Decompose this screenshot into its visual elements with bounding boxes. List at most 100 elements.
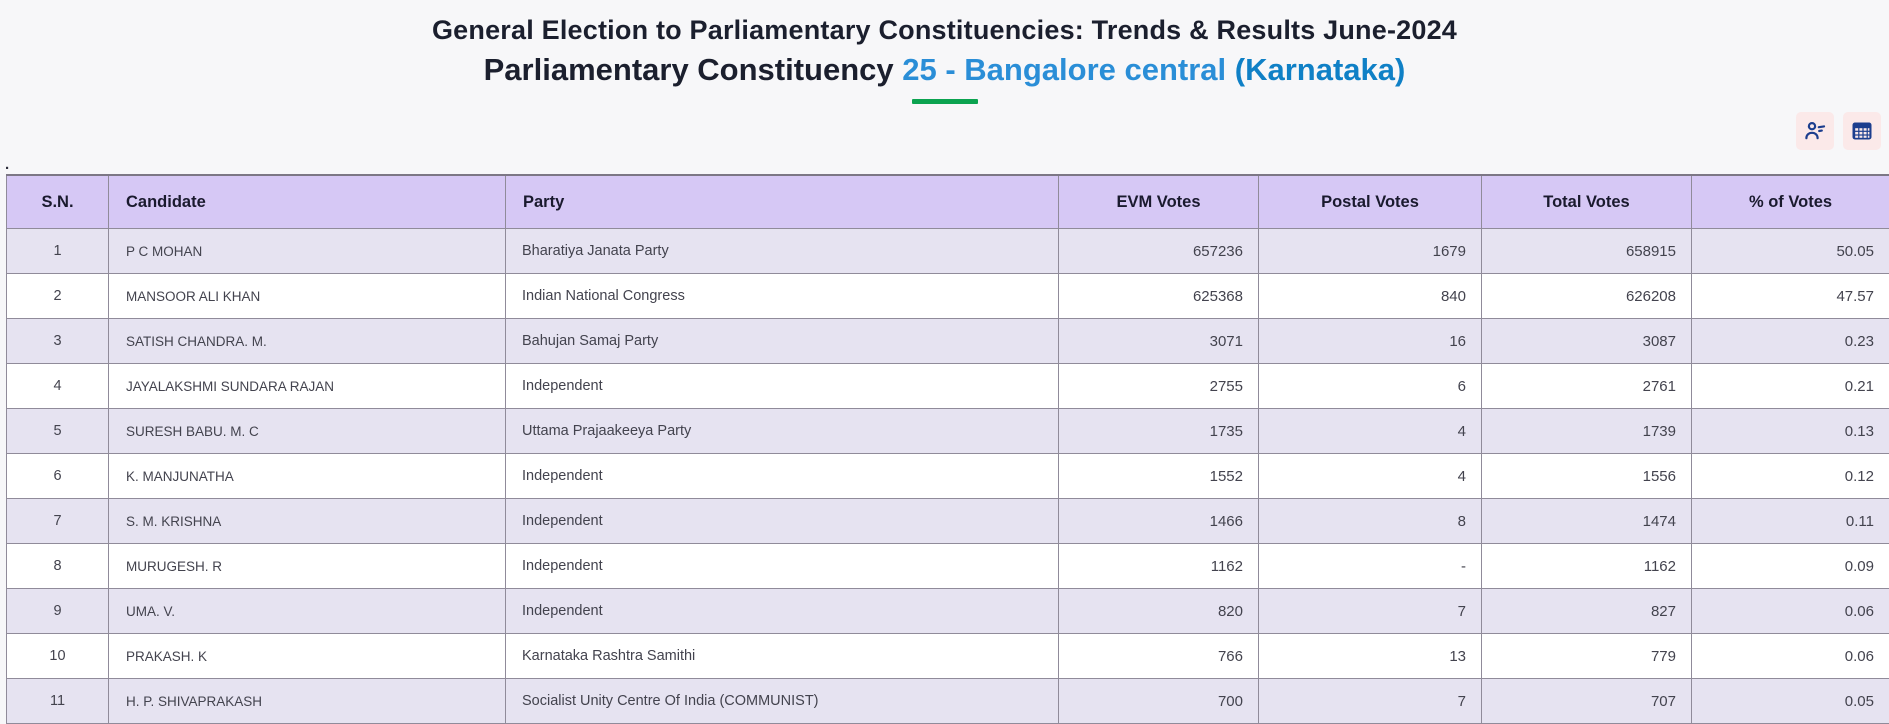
cell-sn: 6 <box>7 454 109 499</box>
cell-candidate: SURESH BABU. M. C <box>109 409 506 454</box>
cell-postal-votes: 6 <box>1259 364 1482 409</box>
cell-postal-votes: 16 <box>1259 319 1482 364</box>
cell-sn: 9 <box>7 589 109 634</box>
table-grid-icon <box>1850 119 1874 143</box>
state-name: (Karnataka) <box>1226 52 1405 87</box>
cell-candidate: MANSOOR ALI KHAN <box>109 274 506 319</box>
cell-pct-votes: 47.57 <box>1692 274 1889 319</box>
cell-pct-votes: 0.05 <box>1692 679 1889 724</box>
col-header-party: Party <box>506 175 1059 229</box>
cell-total-votes: 707 <box>1482 679 1692 724</box>
cell-evm-votes: 700 <box>1059 679 1259 724</box>
table-row: 4 JAYALAKSHMI SUNDARA RAJAN Independent … <box>7 364 1889 409</box>
cell-party: Indian National Congress <box>506 274 1059 319</box>
cell-party: Uttama Prajaakeeya Party <box>506 409 1059 454</box>
person-lines-icon <box>1803 119 1827 143</box>
cell-pct-votes: 0.12 <box>1692 454 1889 499</box>
cell-pct-votes: 50.05 <box>1692 229 1889 274</box>
cell-pct-votes: 0.06 <box>1692 634 1889 679</box>
col-header-pct-votes: % of Votes <box>1692 175 1889 229</box>
table-row: 9 UMA. V. Independent 820 7 827 0.06 <box>7 589 1889 634</box>
table-row: 6 K. MANJUNATHA Independent 1552 4 1556 … <box>7 454 1889 499</box>
col-header-candidate: Candidate <box>109 175 506 229</box>
cell-sn: 2 <box>7 274 109 319</box>
col-header-postal-votes: Postal Votes <box>1259 175 1482 229</box>
cell-postal-votes: 4 <box>1259 454 1482 499</box>
cell-evm-votes: 1552 <box>1059 454 1259 499</box>
table-row: 1 P C MOHAN Bharatiya Janata Party 65723… <box>7 229 1889 274</box>
cell-evm-votes: 657236 <box>1059 229 1259 274</box>
cell-postal-votes: 8 <box>1259 499 1482 544</box>
cell-party: Bahujan Samaj Party <box>506 319 1059 364</box>
cell-pct-votes: 0.11 <box>1692 499 1889 544</box>
cell-evm-votes: 1162 <box>1059 544 1259 589</box>
constituency-name-link[interactable]: 25 - Bangalore central <box>902 52 1226 87</box>
cell-postal-votes: 13 <box>1259 634 1482 679</box>
cell-sn: 10 <box>7 634 109 679</box>
cell-total-votes: 1162 <box>1482 544 1692 589</box>
cell-candidate: P C MOHAN <box>109 229 506 274</box>
table-row: 7 S. M. KRISHNA Independent 1466 8 1474 … <box>7 499 1889 544</box>
cell-candidate: UMA. V. <box>109 589 506 634</box>
cell-total-votes: 626208 <box>1482 274 1692 319</box>
cell-pct-votes: 0.09 <box>1692 544 1889 589</box>
results-table: S.N. Candidate Party EVM Votes Postal Vo… <box>6 174 1889 724</box>
cell-postal-votes: 7 <box>1259 679 1482 724</box>
cell-postal-votes: - <box>1259 544 1482 589</box>
cell-party: Independent <box>506 589 1059 634</box>
cell-pct-votes: 0.13 <box>1692 409 1889 454</box>
table-row: 10 PRAKASH. K Karnataka Rashtra Samithi … <box>7 634 1889 679</box>
table-row: 3 SATISH CHANDRA. M. Bahujan Samaj Party… <box>7 319 1889 364</box>
cell-sn: 1 <box>7 229 109 274</box>
cell-candidate: S. M. KRISHNA <box>109 499 506 544</box>
col-header-sn: S.N. <box>7 175 109 229</box>
candidate-wise-view-button[interactable] <box>1796 112 1834 150</box>
cell-evm-votes: 766 <box>1059 634 1259 679</box>
page-title: General Election to Parliamentary Consti… <box>0 12 1889 48</box>
cell-party: Independent <box>506 454 1059 499</box>
cell-total-votes: 1556 <box>1482 454 1692 499</box>
cell-party: Socialist Unity Centre Of India (COMMUNI… <box>506 679 1059 724</box>
view-toolbar <box>1796 112 1881 150</box>
cell-candidate: PRAKASH. K <box>109 634 506 679</box>
table-row: 11 H. P. SHIVAPRAKASH Socialist Unity Ce… <box>7 679 1889 724</box>
cell-candidate: JAYALAKSHMI SUNDARA RAJAN <box>109 364 506 409</box>
cell-party: Karnataka Rashtra Samithi <box>506 634 1059 679</box>
results-table-body: 1 P C MOHAN Bharatiya Janata Party 65723… <box>7 229 1889 724</box>
cell-total-votes: 827 <box>1482 589 1692 634</box>
table-view-button[interactable] <box>1843 112 1881 150</box>
cell-party: Independent <box>506 364 1059 409</box>
cell-evm-votes: 625368 <box>1059 274 1259 319</box>
col-header-evm-votes: EVM Votes <box>1059 175 1259 229</box>
cell-sn: 5 <box>7 409 109 454</box>
cell-total-votes: 3087 <box>1482 319 1692 364</box>
col-header-total-votes: Total Votes <box>1482 175 1692 229</box>
cell-party: Independent <box>506 544 1059 589</box>
cell-total-votes: 2761 <box>1482 364 1692 409</box>
constituency-title: Parliamentary Constituency 25 - Bangalor… <box>0 48 1889 92</box>
cell-postal-votes: 7 <box>1259 589 1482 634</box>
cell-party: Independent <box>506 499 1059 544</box>
cell-candidate: K. MANJUNATHA <box>109 454 506 499</box>
cell-sn: 3 <box>7 319 109 364</box>
cell-sn: 7 <box>7 499 109 544</box>
cell-postal-votes: 4 <box>1259 409 1482 454</box>
cell-sn: 11 <box>7 679 109 724</box>
constituency-title-prefix: Parliamentary Constituency <box>484 52 903 87</box>
results-table-header: S.N. Candidate Party EVM Votes Postal Vo… <box>7 175 1889 229</box>
cell-evm-votes: 1466 <box>1059 499 1259 544</box>
cell-total-votes: 658915 <box>1482 229 1692 274</box>
cell-total-votes: 779 <box>1482 634 1692 679</box>
title-underline <box>912 99 978 104</box>
cell-postal-votes: 840 <box>1259 274 1482 319</box>
cell-evm-votes: 1735 <box>1059 409 1259 454</box>
cell-sn: 8 <box>7 544 109 589</box>
table-row: 5 SURESH BABU. M. C Uttama Prajaakeeya P… <box>7 409 1889 454</box>
cell-sn: 4 <box>7 364 109 409</box>
cell-candidate: SATISH CHANDRA. M. <box>109 319 506 364</box>
header-row: S.N. Candidate Party EVM Votes Postal Vo… <box>7 175 1889 229</box>
cell-postal-votes: 1679 <box>1259 229 1482 274</box>
cell-evm-votes: 820 <box>1059 589 1259 634</box>
cell-total-votes: 1474 <box>1482 499 1692 544</box>
cell-evm-votes: 2755 <box>1059 364 1259 409</box>
